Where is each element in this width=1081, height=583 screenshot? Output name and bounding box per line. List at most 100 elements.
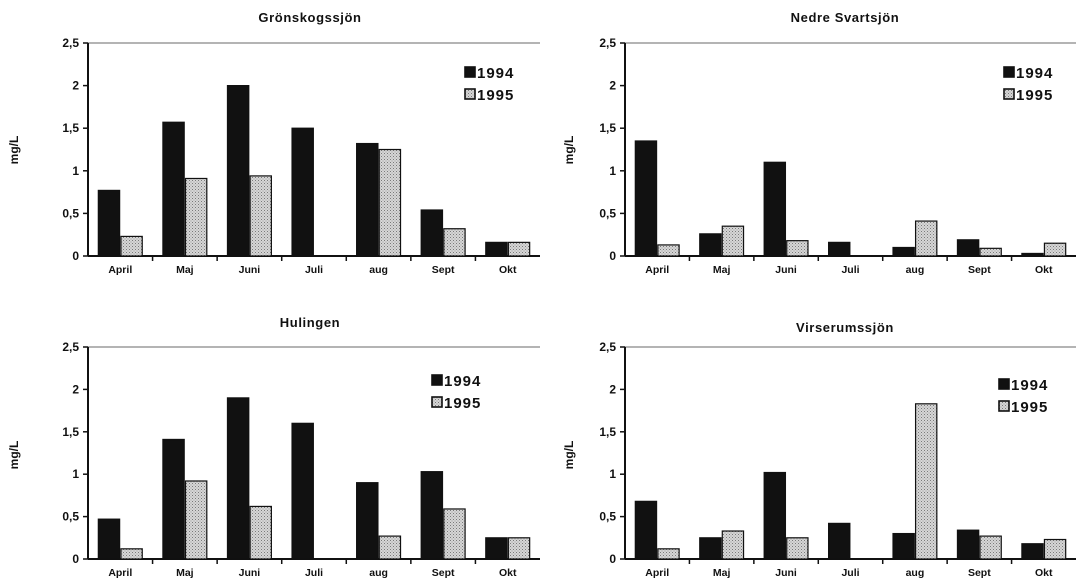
legend-swatch-1994: [431, 374, 443, 386]
bar-1994-aug: [356, 142, 379, 257]
bar-1995-Juni: [786, 240, 809, 257]
bar-1994-aug: [356, 482, 379, 560]
bar-1995-Okt: [507, 537, 531, 560]
y-tick-label: 0,5: [599, 510, 616, 524]
y-tick-label: 1,5: [62, 425, 79, 439]
legend-swatch-1994: [464, 66, 476, 78]
bar-1994-April: [634, 140, 658, 257]
bar-1995-Maj: [184, 480, 208, 560]
y-tick-label: 0: [609, 552, 616, 566]
bar-1995-Maj: [721, 530, 745, 560]
y-tick-label: 1: [609, 164, 616, 178]
chart-title: Virserumssjön: [796, 320, 894, 335]
y-tick-label: 2,5: [599, 36, 616, 50]
y-tick-label: 1,5: [62, 121, 79, 135]
x-tick-label: Okt: [1035, 264, 1053, 276]
bar-1994-Sept: [956, 239, 980, 257]
x-tick-label: Juli: [305, 264, 323, 276]
chart-panel-3: Virserumssjön mg/L 0 0,5 1 1,5 2 2,5 April Maj Jun…: [562, 320, 1076, 579]
bar-1994-Sept: [420, 471, 444, 560]
x-tick-label: April: [108, 264, 132, 276]
bar-1994-April: [634, 500, 658, 560]
y-tick-label: 1: [72, 467, 79, 481]
legend-label-1995: 1995: [1011, 399, 1048, 416]
bar-1994-Okt: [485, 241, 508, 257]
chart-panel-0: Grönskogssjön mg/L 0 0,5 1 1,5 2 2,5 April Maj Jun…: [7, 10, 540, 276]
y-axis-label: mg/L: [562, 441, 576, 470]
x-tick-label: April: [108, 567, 132, 579]
bar-1995-Sept: [979, 535, 1002, 560]
chart-panel-2: Hulingen mg/L 0 0,5 1 1,5 2 2,5 April Maj Juni Juli…: [7, 315, 540, 579]
bar-1995-Okt: [1043, 538, 1067, 560]
chart-panel-1: Nedre Svartsjön mg/L 0 0,5 1 1,5 2 2,5 April Maj J…: [562, 10, 1076, 276]
y-tick-label: 2,5: [62, 340, 79, 354]
bar-1995-aug: [378, 148, 402, 257]
legend-label-1995: 1995: [477, 87, 514, 104]
bar-1994-Juni: [763, 471, 787, 560]
x-tick-label: Juni: [775, 264, 797, 276]
y-tick-label: 0: [609, 249, 616, 263]
x-tick-label: Maj: [176, 264, 194, 276]
x-tick-label: Okt: [499, 264, 517, 276]
x-tick-label: Juli: [305, 567, 323, 579]
bar-1994-Juli: [827, 522, 851, 560]
x-tick-label: Maj: [713, 567, 731, 579]
y-tick-label: 2: [609, 382, 616, 396]
bar-1995-aug: [378, 535, 402, 560]
x-tick-label: Maj: [713, 264, 731, 276]
y-tick-label: 0,5: [62, 206, 79, 220]
legend-label-1994: 1994: [1011, 377, 1048, 394]
x-tick-label: aug: [906, 567, 925, 579]
x-tick-label: April: [645, 264, 669, 276]
x-tick-label: Maj: [176, 567, 194, 579]
y-tick-label: 2,5: [599, 340, 616, 354]
bar-1995-Juni: [249, 505, 272, 560]
x-tick-label: Juli: [841, 264, 859, 276]
bar-1994-Juli: [827, 241, 851, 257]
legend-swatch-1995: [1003, 88, 1015, 100]
bar-1994-Sept: [956, 529, 980, 560]
y-axis-label: mg/L: [562, 136, 576, 165]
x-tick-label: Juni: [775, 567, 797, 579]
y-tick-label: 0,5: [599, 206, 616, 220]
bar-1994-Okt: [1021, 252, 1044, 257]
bar-1994-Maj: [162, 121, 185, 257]
x-tick-label: Sept: [432, 567, 455, 579]
chart-title: Hulingen: [280, 315, 340, 330]
x-tick-label: Okt: [1035, 567, 1053, 579]
legend-swatch-1995: [431, 396, 443, 408]
bar-1995-April: [657, 244, 680, 257]
x-tick-label: Juni: [239, 567, 261, 579]
bar-1994-Juni: [763, 161, 787, 257]
bar-1995-Juni: [249, 175, 272, 257]
y-tick-label: 2: [72, 382, 79, 396]
bar-1995-Sept: [443, 508, 466, 560]
x-tick-label: Sept: [968, 264, 991, 276]
y-axis-label: mg/L: [7, 136, 21, 165]
legend-label-1994: 1994: [444, 373, 481, 390]
bar-1995-aug: [914, 220, 938, 257]
x-tick-label: aug: [369, 567, 388, 579]
x-tick-label: aug: [369, 264, 388, 276]
y-tick-label: 2,5: [62, 36, 79, 50]
y-tick-label: 1,5: [599, 425, 616, 439]
legend-label-1994: 1994: [477, 65, 514, 82]
x-tick-label: Okt: [499, 567, 517, 579]
bar-1995-Sept: [443, 228, 466, 257]
bar-1994-Juli: [291, 127, 314, 257]
bar-1995-Sept: [979, 247, 1002, 257]
bar-1994-Juni: [226, 84, 250, 257]
y-tick-label: 0,5: [62, 510, 79, 524]
x-tick-label: Sept: [432, 264, 455, 276]
x-tick-label: Sept: [968, 567, 991, 579]
bar-1995-Maj: [721, 225, 745, 257]
y-tick-label: 2: [72, 79, 79, 93]
bar-1994-Maj: [699, 537, 722, 560]
y-tick-label: 0: [72, 552, 79, 566]
bar-1994-Maj: [162, 438, 185, 560]
bar-1995-aug: [914, 403, 938, 560]
legend-swatch-1994: [1003, 66, 1015, 78]
bar-1995-Okt: [1043, 242, 1067, 257]
legend-swatch-1994: [998, 378, 1010, 390]
bar-1994-Juli: [291, 422, 314, 560]
